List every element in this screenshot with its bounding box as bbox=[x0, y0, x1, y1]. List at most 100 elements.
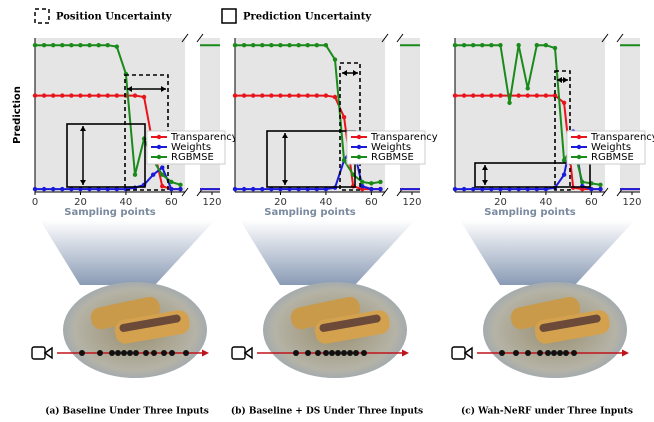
sample-point bbox=[127, 350, 133, 356]
point bbox=[534, 42, 540, 48]
point bbox=[598, 182, 603, 188]
point bbox=[452, 42, 458, 48]
legend-swatch bbox=[356, 144, 362, 150]
sample-point bbox=[513, 350, 519, 356]
ray-head bbox=[402, 349, 409, 357]
point bbox=[323, 93, 329, 98]
sample-point bbox=[133, 350, 139, 356]
point bbox=[296, 186, 301, 192]
point bbox=[50, 42, 56, 48]
arrow-head bbox=[482, 165, 488, 185]
point bbox=[250, 42, 256, 48]
sample-point bbox=[551, 350, 557, 356]
sample-point bbox=[109, 350, 115, 356]
point bbox=[470, 93, 476, 98]
point bbox=[552, 93, 558, 98]
point bbox=[241, 186, 247, 192]
point bbox=[314, 42, 320, 48]
sample-point bbox=[329, 350, 335, 356]
ray-head bbox=[202, 349, 209, 357]
legend-label: Weights bbox=[171, 142, 211, 153]
x-tick-label: 0 bbox=[32, 197, 38, 208]
sample-point bbox=[121, 350, 127, 356]
point bbox=[96, 42, 101, 48]
point bbox=[50, 186, 56, 192]
x-axis-label: Sampling points bbox=[484, 207, 575, 218]
dashed-key bbox=[34, 8, 50, 24]
point bbox=[87, 186, 92, 192]
legend-swatch bbox=[356, 134, 362, 140]
sample-point bbox=[341, 350, 347, 356]
point bbox=[132, 172, 138, 177]
point bbox=[232, 42, 238, 48]
point bbox=[525, 93, 530, 98]
point bbox=[498, 93, 503, 98]
legend-text: Position Uncertainty bbox=[56, 12, 173, 23]
point bbox=[32, 186, 38, 192]
point bbox=[260, 42, 265, 48]
beam bbox=[240, 220, 415, 285]
x-tick-label: 120 bbox=[402, 197, 421, 208]
sample-point bbox=[305, 350, 311, 356]
point bbox=[114, 186, 120, 192]
sample-point bbox=[571, 350, 577, 356]
point bbox=[32, 42, 38, 48]
legend-label: Transparency bbox=[370, 132, 438, 143]
plot-area-break bbox=[400, 38, 420, 192]
point bbox=[232, 186, 238, 192]
break-mark bbox=[381, 33, 389, 43]
point bbox=[498, 186, 503, 192]
point bbox=[41, 186, 47, 192]
point bbox=[269, 42, 274, 48]
point bbox=[543, 42, 549, 48]
plot-area-break bbox=[620, 38, 640, 192]
sample-point bbox=[97, 350, 103, 356]
point bbox=[69, 93, 74, 98]
plot-area bbox=[235, 38, 385, 192]
bun bbox=[290, 296, 361, 330]
beam bbox=[460, 220, 635, 285]
point bbox=[305, 93, 310, 98]
point bbox=[507, 100, 512, 105]
legend-swatch bbox=[156, 154, 162, 160]
sample-point bbox=[161, 350, 167, 356]
point bbox=[516, 93, 521, 98]
sample-point bbox=[545, 350, 551, 356]
sample-point bbox=[293, 350, 299, 356]
camera-lens bbox=[463, 346, 473, 360]
legend-label: Weights bbox=[371, 142, 411, 153]
legend-swatch bbox=[576, 144, 582, 150]
x-tick-label: 40 bbox=[120, 197, 133, 208]
legend-swatch bbox=[156, 134, 162, 140]
sample-point bbox=[151, 350, 157, 356]
point bbox=[543, 93, 549, 98]
camera bbox=[451, 346, 466, 360]
sample-point bbox=[169, 350, 175, 356]
arrow-head bbox=[557, 77, 568, 83]
point bbox=[489, 186, 494, 192]
point bbox=[516, 42, 521, 48]
point bbox=[296, 93, 301, 98]
point bbox=[278, 186, 283, 192]
point bbox=[287, 42, 292, 48]
sample-point bbox=[557, 350, 563, 356]
point bbox=[525, 86, 530, 91]
point bbox=[323, 42, 329, 48]
point bbox=[580, 179, 585, 185]
point bbox=[260, 186, 265, 192]
legend-label: Transparency bbox=[170, 132, 238, 143]
point bbox=[552, 45, 558, 51]
point bbox=[160, 165, 165, 170]
point bbox=[470, 186, 476, 192]
point bbox=[534, 93, 540, 98]
sample-point bbox=[499, 350, 505, 356]
point bbox=[332, 94, 338, 100]
plot-area bbox=[455, 38, 605, 192]
sample-point bbox=[537, 350, 543, 356]
point bbox=[96, 93, 101, 98]
point bbox=[489, 42, 494, 48]
point bbox=[87, 42, 92, 48]
point bbox=[69, 186, 74, 192]
point bbox=[461, 42, 467, 48]
point bbox=[269, 93, 274, 98]
